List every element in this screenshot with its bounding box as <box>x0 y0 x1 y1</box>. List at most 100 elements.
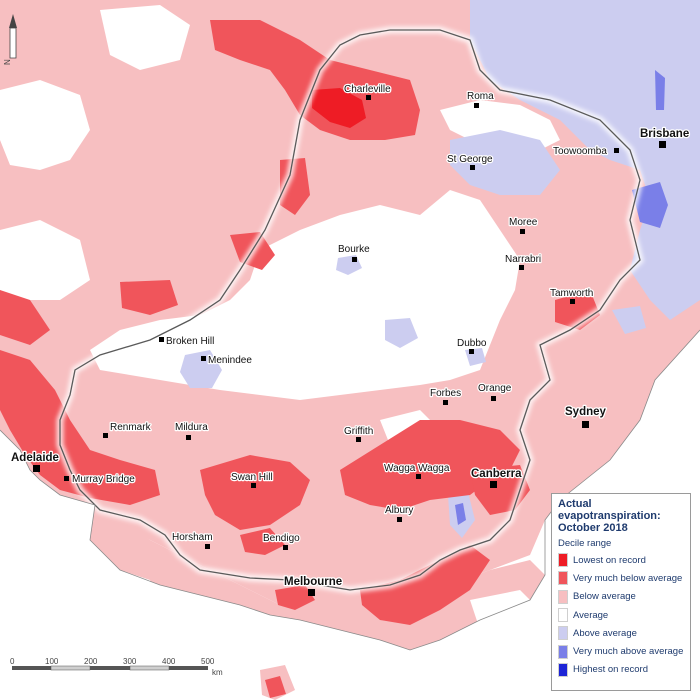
town-marker <box>397 517 402 522</box>
legend-title: Actual evapotranspiration: October 2018 <box>558 498 684 534</box>
legend-swatch <box>558 571 568 586</box>
city-marker <box>659 141 666 148</box>
scale-bar: 0 100 200 300 400 500 km <box>10 657 223 677</box>
above-average-lake <box>385 318 418 348</box>
average-interior <box>90 190 520 400</box>
place-label-brisbane: Brisbane <box>640 128 689 140</box>
place-label-narrabri: Narrabri <box>505 254 541 265</box>
legend-swatch <box>558 662 568 677</box>
place-label-roma: Roma <box>467 91 494 102</box>
place-label-bourke: Bourke <box>338 244 370 255</box>
town-marker <box>103 433 108 438</box>
town-marker <box>416 474 421 479</box>
very-below-average-swanhill <box>200 455 310 530</box>
place-label-tamworth: Tamworth <box>550 288 593 299</box>
scale-tick-label: 500 <box>201 657 215 666</box>
legend-swatch <box>558 608 568 623</box>
place-label-canberra: Canberra <box>471 468 522 480</box>
place-label-forbes: Forbes <box>430 388 461 399</box>
very-above-average-coast2 <box>655 70 665 110</box>
place-label-dubbo: Dubbo <box>457 338 487 349</box>
legend-label: Above average <box>573 627 637 639</box>
lowest-on-record-charleville <box>312 88 366 128</box>
place-label-albury: Albury <box>385 505 413 516</box>
legend-title-line: evapotranspiration: <box>558 510 661 522</box>
place-label-melbourne: Melbourne <box>284 576 342 588</box>
place-label-st-george: St George <box>447 154 493 165</box>
scale-tick-label: 100 <box>45 657 59 666</box>
legend-swatch <box>558 589 568 604</box>
average-patch-south <box>60 560 160 640</box>
scale-tick-label: 400 <box>162 657 176 666</box>
legend-item: Very much above average <box>558 642 684 660</box>
scale-unit: km <box>212 668 223 677</box>
place-label-menindee: Menindee <box>208 355 252 366</box>
legend-label: Very much above average <box>573 646 684 658</box>
basin-boundary <box>59 29 641 591</box>
above-average-patch <box>612 306 646 334</box>
city-marker <box>33 465 40 472</box>
scale-tick-label: 0 <box>10 657 15 666</box>
very-above-average-coast <box>632 182 668 228</box>
place-label-griffith: Griffith <box>344 426 373 437</box>
scale-segment <box>90 666 130 670</box>
town-marker <box>159 337 164 342</box>
place-label-adelaide: Adelaide <box>11 452 59 464</box>
very-below-average-sa <box>0 290 50 345</box>
place-label-bendigo: Bendigo <box>263 533 300 544</box>
north-arrow: N <box>3 14 17 65</box>
scale-segment <box>129 665 170 671</box>
place-label-charleville: Charleville <box>344 84 391 95</box>
place-label-sydney: Sydney <box>565 406 607 418</box>
town-marker <box>614 148 619 153</box>
very-below-average-east-gipps <box>360 545 490 625</box>
town-marker <box>356 437 361 442</box>
town-marker <box>283 545 288 550</box>
town-marker <box>474 103 479 108</box>
place-label-mildura: Mildura <box>175 422 208 433</box>
above-average-menindee <box>180 350 222 388</box>
town-marker <box>352 257 357 262</box>
north-label: N <box>3 59 12 65</box>
city-marker <box>582 421 589 428</box>
town-marker <box>443 400 448 405</box>
legend-swatch <box>558 553 568 568</box>
place-label-toowoomba: Toowoomba <box>553 146 607 157</box>
place-label-broken-hill: Broken Hill <box>166 336 214 347</box>
legend-item: Below average <box>558 588 684 606</box>
above-average-stgeorge <box>450 130 560 195</box>
city-marker <box>308 589 315 596</box>
very-below-average-south <box>265 676 286 698</box>
legend-label: Below average <box>573 591 636 603</box>
place-label-wagga-wagga: Wagga Wagga <box>384 463 450 474</box>
legend-swatch <box>558 626 568 641</box>
average-patch-west2 <box>0 220 90 300</box>
town-marker <box>470 165 475 170</box>
place-markers: Charleville Roma Brisbane Toowoomba St G… <box>10 83 690 596</box>
legend-rows: Lowest on record Very much below average… <box>558 551 684 679</box>
scale-tick-label: 200 <box>84 657 98 666</box>
legend-label: Average <box>573 609 609 621</box>
average-patch-west <box>0 80 90 170</box>
city-marker <box>490 481 497 488</box>
place-label-renmark: Renmark <box>110 422 152 433</box>
legend-item: Very much below average <box>558 569 684 587</box>
legend-item: Average <box>558 606 684 624</box>
coastline <box>0 329 700 651</box>
town-marker <box>201 356 206 361</box>
town-marker <box>64 476 69 481</box>
very-below-average-bendigo <box>240 528 285 555</box>
very-above-average-snowy <box>455 503 466 525</box>
town-marker <box>251 483 256 488</box>
place-label-horsham: Horsham <box>172 532 213 543</box>
town-marker <box>205 544 210 549</box>
legend-label: Lowest on record <box>573 554 646 566</box>
legend-title-line: October 2018 <box>558 522 628 534</box>
average-patch-top <box>100 5 190 70</box>
scale-tick-label: 300 <box>123 657 137 666</box>
map-legend: Actual evapotranspiration: October 2018 … <box>551 493 691 691</box>
town-marker <box>570 299 575 304</box>
town-marker <box>366 95 371 100</box>
place-label-moree: Moree <box>509 217 538 228</box>
